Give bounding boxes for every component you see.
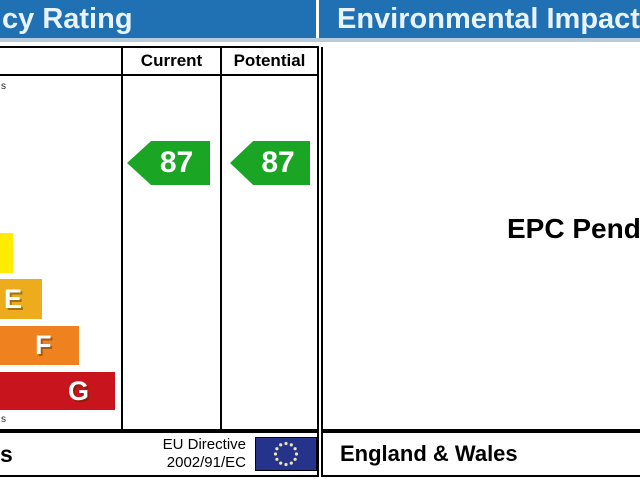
eu-directive-line2: 2002/91/EC	[166, 454, 246, 471]
top-caption-fragment: s	[1, 81, 6, 92]
table-header-divider	[0, 74, 317, 76]
band-d	[0, 233, 13, 273]
current-rating-arrow: 87	[127, 141, 210, 185]
band-g: G	[0, 372, 115, 410]
environmental-impact-footer: England & Wales	[321, 431, 640, 477]
epc-pending-text: EPC Pending	[507, 213, 640, 244]
region-label: England & Wales	[340, 441, 518, 466]
energy-rating-footer: s EU Directive 2002/91/EC	[0, 431, 319, 477]
band-e: E	[0, 279, 42, 319]
band-f-letter: F	[35, 330, 52, 360]
eu-flag-icon	[255, 437, 317, 471]
region-text-fragment: s	[0, 441, 13, 467]
energy-rating-title: cy Rating	[2, 3, 133, 35]
band-g-letter: G	[68, 376, 90, 406]
table-column-divider-2	[220, 48, 222, 429]
table-column-divider-1	[121, 48, 123, 429]
energy-rating-header-bar: cy Rating	[0, 0, 316, 38]
band-f: F	[0, 326, 79, 365]
environmental-impact-title: Environmental Impact	[337, 3, 640, 35]
environmental-impact-header-bar: Environmental Impact	[319, 0, 640, 38]
header-divider	[0, 38, 640, 42]
energy-rating-table: Current Potential s s E F G 87 87	[0, 46, 319, 431]
potential-rating-arrow: 87	[230, 141, 310, 185]
bottom-caption-fragment: s	[1, 414, 6, 425]
eu-directive-label: EU Directive 2002/91/EC	[116, 436, 246, 472]
potential-rating-value: 87	[261, 146, 295, 179]
environmental-impact-panel: EPC Pending	[321, 47, 640, 431]
current-column-header: Current	[140, 51, 203, 70]
potential-column-header: Potential	[233, 51, 306, 70]
current-rating-value: 87	[159, 146, 194, 179]
band-e-letter: E	[4, 284, 23, 314]
eu-directive-line1: EU Directive	[162, 436, 246, 453]
